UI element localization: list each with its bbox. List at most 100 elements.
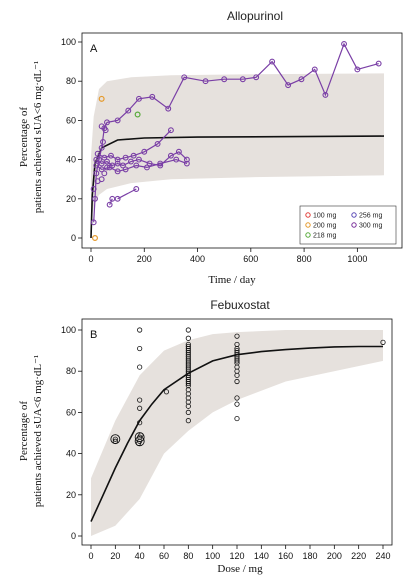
observed-series-line (109, 198, 113, 205)
data-point (234, 347, 240, 354)
data-point (234, 333, 240, 339)
legend-label: 218 mg (313, 233, 336, 240)
data-point (185, 409, 191, 416)
y-tick-label: 20 (66, 490, 76, 500)
data-point (137, 405, 143, 411)
data-point (185, 341, 191, 348)
x-tick-label: 60 (159, 551, 169, 561)
data-point (134, 111, 141, 118)
x-tick-label: 120 (229, 551, 244, 561)
data-point (181, 74, 188, 81)
legend-label: 256 mg (359, 213, 382, 220)
data-point (92, 195, 98, 202)
x-tick-label: 200 (327, 551, 342, 561)
y-tick-label: 80 (66, 366, 76, 376)
data-point (104, 164, 110, 171)
data-point (125, 107, 132, 114)
data-point (106, 164, 113, 171)
data-point (149, 93, 156, 100)
observed-series-line (93, 42, 379, 223)
data-point (234, 341, 240, 348)
data-point (239, 76, 246, 83)
data-point (122, 154, 129, 161)
data-point (137, 364, 143, 370)
data-point (120, 162, 126, 169)
data-point (234, 395, 240, 401)
y-axis-label-line1: Percentage of (18, 107, 30, 167)
x-tick-label: 80 (183, 551, 193, 561)
y-tick-label: 40 (66, 155, 76, 165)
data-point (93, 156, 100, 163)
data-point (98, 123, 105, 130)
data-point (104, 119, 110, 126)
y-tick-label: 40 (66, 449, 76, 459)
data-point (354, 66, 361, 73)
panel-label: B (90, 329, 97, 341)
x-tick-label: 160 (278, 551, 293, 561)
data-point (143, 164, 150, 171)
x-tick-label: 20 (110, 551, 120, 561)
data-point (137, 420, 143, 426)
data-point (234, 415, 240, 422)
legend-marker (351, 212, 357, 218)
data-point (130, 152, 137, 159)
data-point (185, 335, 191, 341)
legend-marker (305, 232, 311, 238)
data-point (114, 168, 121, 175)
data-point (93, 170, 100, 177)
data-point (146, 160, 153, 167)
data-point (167, 127, 174, 134)
data-point (98, 95, 105, 102)
y-tick-label: 100 (61, 325, 76, 335)
data-point (311, 66, 318, 73)
legend: 100 mg 200 mg 218 mg 256 mg 300 mg (299, 205, 397, 245)
data-point (183, 160, 190, 167)
data-point (122, 166, 129, 173)
data-point (137, 345, 143, 352)
data-point (98, 144, 105, 151)
y-tick-label: 80 (66, 76, 76, 86)
chart-title: Febuxostat (210, 298, 270, 312)
data-point (322, 91, 329, 98)
data-point (100, 139, 106, 145)
chart-title: Allopurinol (227, 9, 283, 23)
data-point (202, 78, 209, 85)
y-tick-label: 0 (71, 233, 76, 243)
legend-label: 200 mg (313, 223, 336, 230)
data-point (98, 176, 105, 183)
y-axis-label-line2: patients achieved sUA<6 mg·dL⁻¹ (32, 355, 44, 507)
data-point (253, 74, 260, 81)
data-point (269, 58, 276, 65)
x-tick-label: 800 (297, 254, 312, 264)
data-point (96, 156, 102, 163)
data-point (285, 82, 292, 89)
legend-label: 300 mg (359, 223, 382, 230)
y-axis-label-line2: patients achieved sUA<6 mg·dL⁻¹ (32, 61, 44, 213)
x-tick-label: 0 (88, 254, 93, 264)
x-axis-label: Time / day (208, 274, 256, 286)
febuxostat-chart: Febuxostat B Percentage of patients achi… (18, 298, 393, 575)
prediction-band (91, 330, 383, 536)
panel-label: A (90, 43, 98, 55)
plot-frame (81, 32, 403, 249)
data-point (98, 160, 105, 167)
legend-box (299, 205, 397, 245)
data-point (93, 162, 100, 169)
median-line (90, 135, 385, 239)
data-point (165, 105, 172, 112)
data-point (94, 150, 101, 157)
data-point (154, 140, 161, 147)
data-point (133, 186, 140, 192)
x-tick-label: 1000 (347, 254, 367, 264)
data-point (221, 76, 228, 83)
x-tick-label: 0 (88, 551, 93, 561)
legend-marker (305, 222, 311, 228)
y-tick-label: 20 (66, 194, 76, 204)
data-point (112, 436, 118, 442)
x-tick-label: 240 (375, 551, 390, 561)
data-point (183, 156, 190, 163)
data-point (137, 327, 143, 333)
data-point-large (134, 432, 145, 443)
data-point (114, 156, 121, 163)
data-point (141, 148, 148, 155)
